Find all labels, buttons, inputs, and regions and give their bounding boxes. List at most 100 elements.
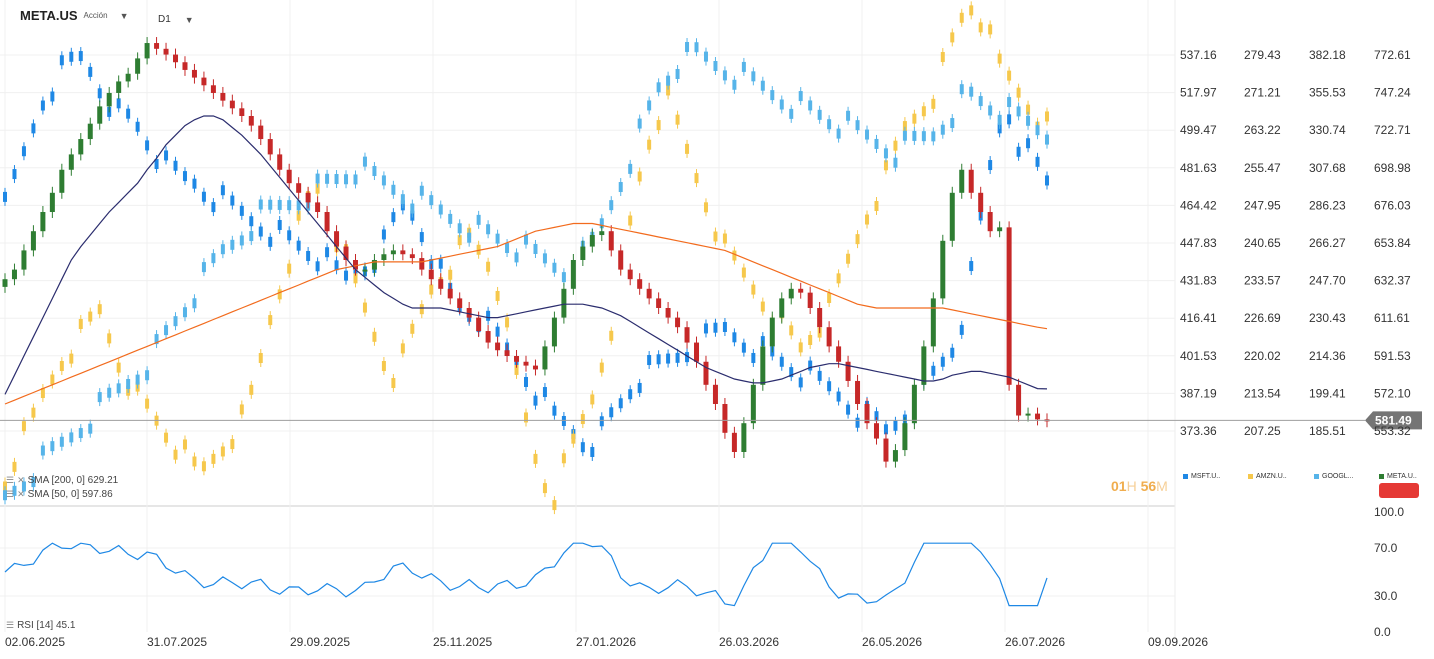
overlay-bar <box>391 184 396 195</box>
overlay-bar <box>201 191 206 202</box>
meta-candle <box>1006 227 1012 385</box>
overlay-bar <box>1026 138 1031 149</box>
countdown-hours: 01 <box>1111 478 1127 494</box>
current-price-value: 581.49 <box>1375 413 1412 427</box>
meta-candle <box>684 327 690 343</box>
overlay-bar <box>552 262 557 273</box>
legend-msft[interactable]: MSFT.U.. <box>1183 473 1220 480</box>
overlay-bar <box>40 388 45 399</box>
overlay-bar <box>722 70 727 81</box>
meta-candle <box>788 288 794 299</box>
overlay-bar <box>211 202 216 213</box>
rsi-indicator[interactable]: ☰ RSI [14] 45.1 <box>6 620 75 631</box>
sma50-indicator[interactable]: ☰ ✕ SMA [50, 0] 597.86 <box>6 489 113 500</box>
meta-candle <box>21 250 27 270</box>
overlay-bar <box>268 199 273 210</box>
overlay-bar <box>145 370 150 381</box>
overlay-bar <box>31 407 36 418</box>
meta-candle <box>532 365 538 370</box>
timeframe-dropdown-icon[interactable]: ▼ <box>184 14 194 25</box>
overlay-bar <box>116 362 121 373</box>
overlay-bar <box>874 201 879 212</box>
overlay-bar <box>419 232 424 243</box>
overlay-bar <box>287 230 292 241</box>
overlay-bar <box>391 378 396 389</box>
sma200-line <box>4 222 1048 405</box>
overlay-bar <box>666 75 671 86</box>
meta-candle <box>324 212 330 232</box>
meta-candle <box>997 227 1003 232</box>
overlay-bar <box>561 272 566 283</box>
legend-meta[interactable]: META.U.. <box>1379 473 1417 480</box>
symbol-name[interactable]: META.US <box>20 8 78 23</box>
overlay-bar <box>334 260 339 271</box>
meta-candle <box>476 317 482 332</box>
meta-candle <box>892 450 898 462</box>
overlay-bar <box>590 394 595 405</box>
x-tick-label: 26.03.2026 <box>719 635 779 649</box>
price-tick: 286.23 <box>1309 198 1346 212</box>
price-tick: 230.43 <box>1309 311 1346 325</box>
overlay-bar <box>703 323 708 334</box>
meta-candle <box>419 258 425 270</box>
meta-candle <box>485 331 491 343</box>
overlay-bar <box>685 352 690 363</box>
meta-candle <box>447 288 453 299</box>
price-tick: 266.27 <box>1309 236 1346 250</box>
sell-button[interactable] <box>1379 483 1419 498</box>
overlay-bar <box>107 333 112 344</box>
indicator-menu-icon[interactable]: ☰ <box>6 620 15 630</box>
overlay-bar <box>154 159 159 170</box>
close-icon[interactable]: ✕ <box>17 489 25 499</box>
overlay-bar <box>703 202 708 213</box>
overlay-bar <box>372 166 377 177</box>
meta-candle <box>798 288 804 293</box>
overlay-bar <box>950 347 955 358</box>
timeframe-selector[interactable]: D1 ▼ <box>158 14 194 25</box>
overlay-bar <box>988 24 993 35</box>
overlay-bar <box>741 342 746 353</box>
meta-candle <box>182 62 188 70</box>
price-tick: 517.97 <box>1180 86 1217 100</box>
meta-candle <box>826 327 832 347</box>
meta-candle <box>248 116 254 126</box>
overlay-bar <box>486 310 491 321</box>
overlay-bar <box>751 71 756 82</box>
indicator-menu-icon[interactable]: ☰ <box>6 475 15 485</box>
overlay-bar <box>542 387 547 398</box>
x-tick-label: 25.11.2025 <box>433 635 492 649</box>
overlay-bar <box>486 261 491 272</box>
meta-candle <box>873 423 879 439</box>
indicator-menu-icon[interactable]: ☰ <box>6 489 15 499</box>
legend-googl[interactable]: GOOGL... <box>1314 473 1354 480</box>
rsi-label: RSI [14] 45.1 <box>17 620 76 631</box>
overlay-bar <box>637 382 642 393</box>
sma200-indicator[interactable]: ☰ ✕ SMA [200, 0] 629.21 <box>6 475 118 486</box>
meta-candle <box>911 384 917 424</box>
legend-swatch <box>1379 474 1384 479</box>
meta-candle <box>125 73 131 82</box>
meta-candles <box>2 37 1050 468</box>
meta-candle <box>371 260 377 270</box>
overlay-bar <box>21 481 26 492</box>
meta-candle <box>987 212 993 232</box>
close-icon[interactable]: ✕ <box>17 475 25 485</box>
meta-candle <box>618 250 624 270</box>
price-tick: 185.51 <box>1309 424 1346 438</box>
x-tick-label: 02.06.2025 <box>5 635 65 649</box>
overlay-bar <box>770 90 775 101</box>
overlay-bar <box>950 118 955 129</box>
legend-amzn[interactable]: AMZN.U.. <box>1248 473 1287 480</box>
overlay-bar <box>135 374 140 385</box>
meta-candle <box>930 298 936 347</box>
grid <box>0 0 1176 640</box>
overlay-bar <box>296 210 301 221</box>
symbol-dropdown-icon[interactable]: ▼ <box>119 10 129 21</box>
overlay-bar <box>533 395 538 406</box>
overlay-bar <box>230 195 235 206</box>
overlay-bar <box>277 219 282 230</box>
meta-candle <box>570 260 576 289</box>
price-tick: 355.53 <box>1309 86 1346 100</box>
overlay-bar <box>306 250 311 261</box>
meta-candle <box>334 231 340 247</box>
